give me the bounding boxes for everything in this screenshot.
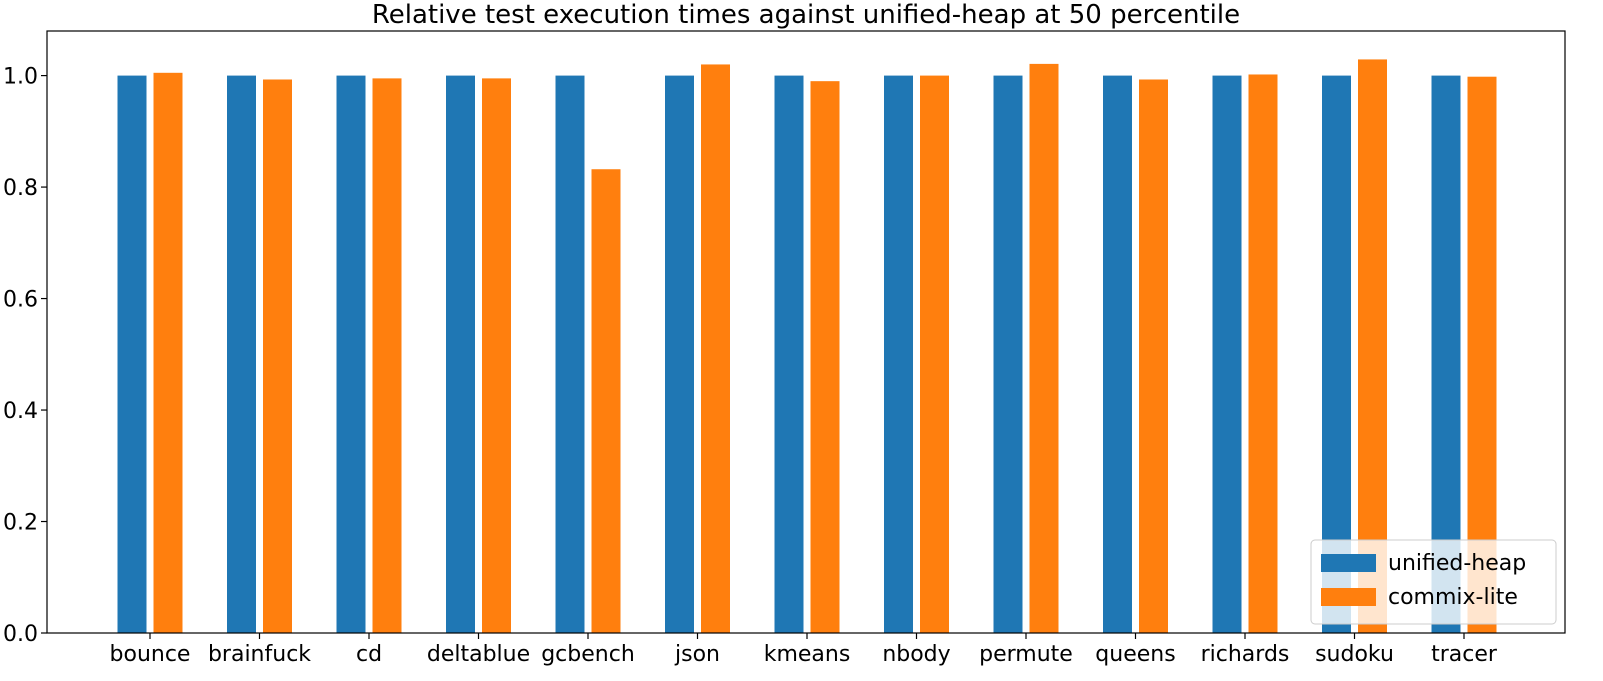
y-tick-label: 0.4 bbox=[3, 399, 38, 424]
x-tick-label-brainfuck: brainfuck bbox=[208, 642, 311, 667]
bar-unified-heap-deltablue bbox=[446, 75, 475, 633]
x-tick-label-queens: queens bbox=[1095, 642, 1175, 667]
bar-commix-lite-permute bbox=[1029, 63, 1059, 634]
bar-unified-heap-brainfuck bbox=[227, 75, 256, 633]
chart-title: Relative test execution times against un… bbox=[372, 0, 1240, 30]
bar-commix-lite-kmeans bbox=[810, 81, 840, 633]
bar-commix-lite-queens bbox=[1139, 79, 1168, 633]
bar-commix-lite-nbody bbox=[920, 75, 949, 633]
plot-frame bbox=[46, 30, 1566, 634]
bars-group bbox=[117, 59, 1497, 634]
legend-label-unified-heap: unified-heap bbox=[1388, 551, 1526, 576]
bar-unified-heap-richards bbox=[1212, 75, 1242, 633]
legend: unified-heap commix-lite bbox=[1310, 539, 1557, 625]
x-tick-label-cd: cd bbox=[356, 642, 382, 667]
y-tick-label: 0.8 bbox=[3, 176, 38, 201]
y-tick-label: 0.0 bbox=[3, 622, 38, 647]
bar-unified-heap-json bbox=[665, 75, 694, 633]
x-tick-label-sudoku: sudoku bbox=[1315, 642, 1394, 667]
x-tick-label-nbody: nbody bbox=[882, 642, 950, 667]
bar-commix-lite-bounce bbox=[153, 72, 183, 634]
bar-unified-heap-nbody bbox=[884, 75, 913, 633]
bar-unified-heap-permute bbox=[993, 75, 1023, 633]
bar-unified-heap-cd bbox=[336, 75, 366, 633]
bar-commix-lite-json bbox=[701, 64, 730, 633]
legend-swatch-unified-heap bbox=[1321, 554, 1376, 572]
x-axis: bounce brainfuck cd deltablue gcbench json kme… bbox=[110, 633, 1498, 667]
x-tick-label-gcbench: gcbench bbox=[541, 642, 635, 667]
y-tick-label: 1.0 bbox=[3, 65, 38, 90]
x-tick-label-tracer: tracer bbox=[1431, 642, 1498, 667]
bar-unified-heap-queens bbox=[1103, 75, 1132, 633]
x-tick-label-permute: permute bbox=[979, 642, 1073, 667]
y-tick-label: 0.2 bbox=[3, 511, 38, 536]
bar-commix-lite-cd bbox=[372, 78, 402, 633]
y-tick-label: 0.6 bbox=[3, 288, 38, 313]
x-tick-label-bounce: bounce bbox=[110, 642, 191, 667]
bar-commix-lite-gcbench bbox=[591, 169, 621, 633]
bar-commix-lite-richards bbox=[1248, 74, 1278, 633]
bar-commix-lite-brainfuck bbox=[263, 79, 292, 633]
legend-swatch-commix-lite bbox=[1321, 588, 1376, 606]
x-tick-label-kmeans: kmeans bbox=[764, 642, 851, 667]
x-tick-label-deltablue: deltablue bbox=[427, 642, 530, 667]
y-axis: 0.0 0.2 0.4 0.6 0.8 1.0 bbox=[3, 65, 47, 647]
bar-unified-heap-kmeans bbox=[774, 75, 804, 633]
bar-unified-heap-bounce bbox=[117, 75, 147, 633]
bar-unified-heap-gcbench bbox=[555, 75, 585, 633]
x-tick-label-richards: richards bbox=[1201, 642, 1290, 667]
x-tick-label-json: json bbox=[674, 642, 720, 667]
bar-commix-lite-sudoku bbox=[1358, 59, 1387, 633]
bar-commix-lite-deltablue bbox=[482, 78, 511, 633]
legend-label-commix-lite: commix-lite bbox=[1388, 585, 1518, 610]
